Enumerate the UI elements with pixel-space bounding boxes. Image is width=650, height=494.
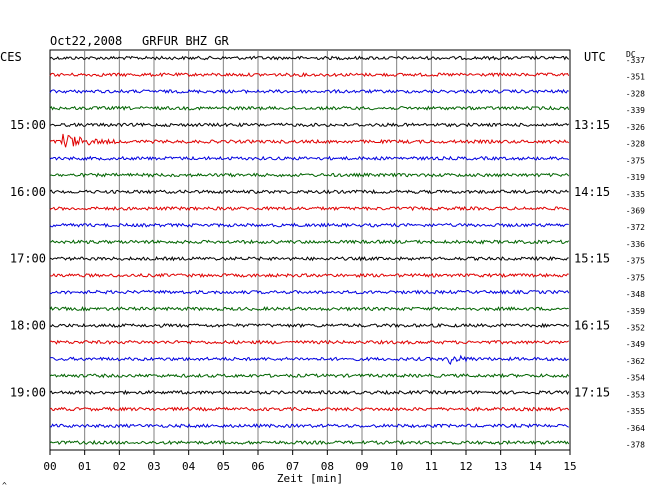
dc-offset-value: -355 [626, 407, 645, 416]
x-tick-label: 00 [43, 460, 56, 473]
trace-line [49, 239, 570, 245]
plot-frame [49, 49, 571, 451]
trace-group [49, 55, 570, 446]
corner-mark: ^ [2, 481, 7, 490]
station-label: GRFUR BHZ GR [142, 34, 229, 48]
dc-offset-value: -359 [626, 307, 645, 316]
trace-line [49, 222, 569, 228]
trace-line [49, 372, 570, 379]
dc-offset-value: -349 [626, 340, 645, 349]
dc-offset-value: -351 [626, 73, 645, 82]
x-tick-label: 06 [251, 460, 264, 473]
trace-line [49, 322, 569, 329]
left-hour-label: 19:00 [10, 385, 46, 399]
dc-offset-value: -352 [626, 324, 645, 333]
left-hour-label: 17:00 [10, 252, 46, 266]
x-tick-label: 05 [217, 460, 230, 473]
left-timezone-label: CES [0, 50, 22, 64]
left-hour-label: 16:00 [10, 185, 46, 199]
x-tick-label: 13 [494, 460, 507, 473]
trace-line [49, 55, 570, 61]
dc-offset-value: -337 [626, 56, 645, 65]
dc-offset-value: -336 [626, 240, 645, 249]
right-hour-label: 16:15 [574, 319, 610, 333]
x-tick-label: 09 [355, 460, 368, 473]
trace-line [49, 172, 570, 178]
x-tick-label: 15 [563, 460, 576, 473]
x-tick-labels: 00 01 02 03 04 05 06 07 08 09 10 11 12 13 14 15 [43, 460, 576, 473]
trace-line [49, 423, 569, 429]
dc-offset-value: -364 [626, 424, 645, 433]
grid-lines [49, 49, 571, 455]
x-tick-label: 12 [459, 460, 472, 473]
left-hour-labels: 15:00 16:00 17:00 18:00 19:00 [10, 118, 46, 400]
left-hour-label: 18:00 [10, 319, 46, 333]
dc-offset-value: -348 [626, 290, 645, 299]
x-tick-label: 11 [425, 460, 438, 473]
right-hour-label: 17:15 [574, 385, 610, 399]
x-tick-label: 14 [529, 460, 543, 473]
x-tick-label: 03 [147, 460, 160, 473]
trace-line [49, 354, 569, 365]
trace-line [49, 105, 570, 111]
x-tick-label: 01 [78, 460, 91, 473]
dc-offset-value: -354 [626, 374, 645, 383]
x-axis-label: Zeit [min] [277, 472, 343, 485]
dc-offset-header: DC [626, 50, 636, 59]
trace-line [49, 133, 570, 148]
right-hour-labels: 13:15 14:15 15:15 16:15 17:15 [574, 118, 610, 400]
trace-line [49, 339, 569, 345]
dc-offset-value: -335 [626, 190, 645, 199]
dc-offset-value: -339 [626, 106, 645, 115]
trace-line [49, 406, 570, 412]
right-hour-label: 14:15 [574, 185, 610, 199]
dc-offset-value: -378 [626, 441, 645, 450]
x-tick-label: 07 [286, 460, 299, 473]
trace-line [49, 255, 569, 262]
trace-line [49, 88, 569, 95]
x-tick-label: 10 [390, 460, 403, 473]
right-hour-label: 15:15 [574, 252, 610, 266]
trace-line [49, 122, 570, 128]
dc-offset-value: -369 [626, 206, 645, 215]
trace-line [49, 189, 569, 195]
dc-offset-value: -362 [626, 357, 645, 366]
dc-offset-value: -375 [626, 273, 645, 282]
x-tick-label: 08 [321, 460, 334, 473]
dc-offset-value: -326 [626, 123, 645, 132]
trace-line [49, 71, 570, 78]
dc-offset-value: -372 [626, 223, 645, 232]
dc-offset-value: -319 [626, 173, 645, 182]
x-tick-label: 04 [182, 460, 196, 473]
dc-offset-value: -328 [626, 89, 645, 98]
dc-offset-value: -353 [626, 390, 645, 399]
trace-line [49, 155, 569, 161]
right-timezone-label: UTC [584, 50, 606, 64]
left-hour-label: 15:00 [10, 118, 46, 132]
trace-line [49, 306, 569, 312]
x-tick-label: 02 [113, 460, 126, 473]
trace-line [49, 439, 570, 446]
dc-offset-value: -375 [626, 156, 645, 165]
date-label: Oct22,2008 [50, 34, 122, 48]
dc-offset-value: -375 [626, 257, 645, 266]
trace-line [49, 389, 570, 396]
dc-offset-value: -328 [626, 140, 645, 149]
trace-line [49, 272, 569, 279]
right-hour-label: 13:15 [574, 118, 610, 132]
dc-offset-labels: -337 -351 -328 -339 -326 -328 -375 -319 -335 -369… [626, 56, 645, 450]
trace-line [49, 289, 570, 295]
trace-line [49, 205, 569, 212]
